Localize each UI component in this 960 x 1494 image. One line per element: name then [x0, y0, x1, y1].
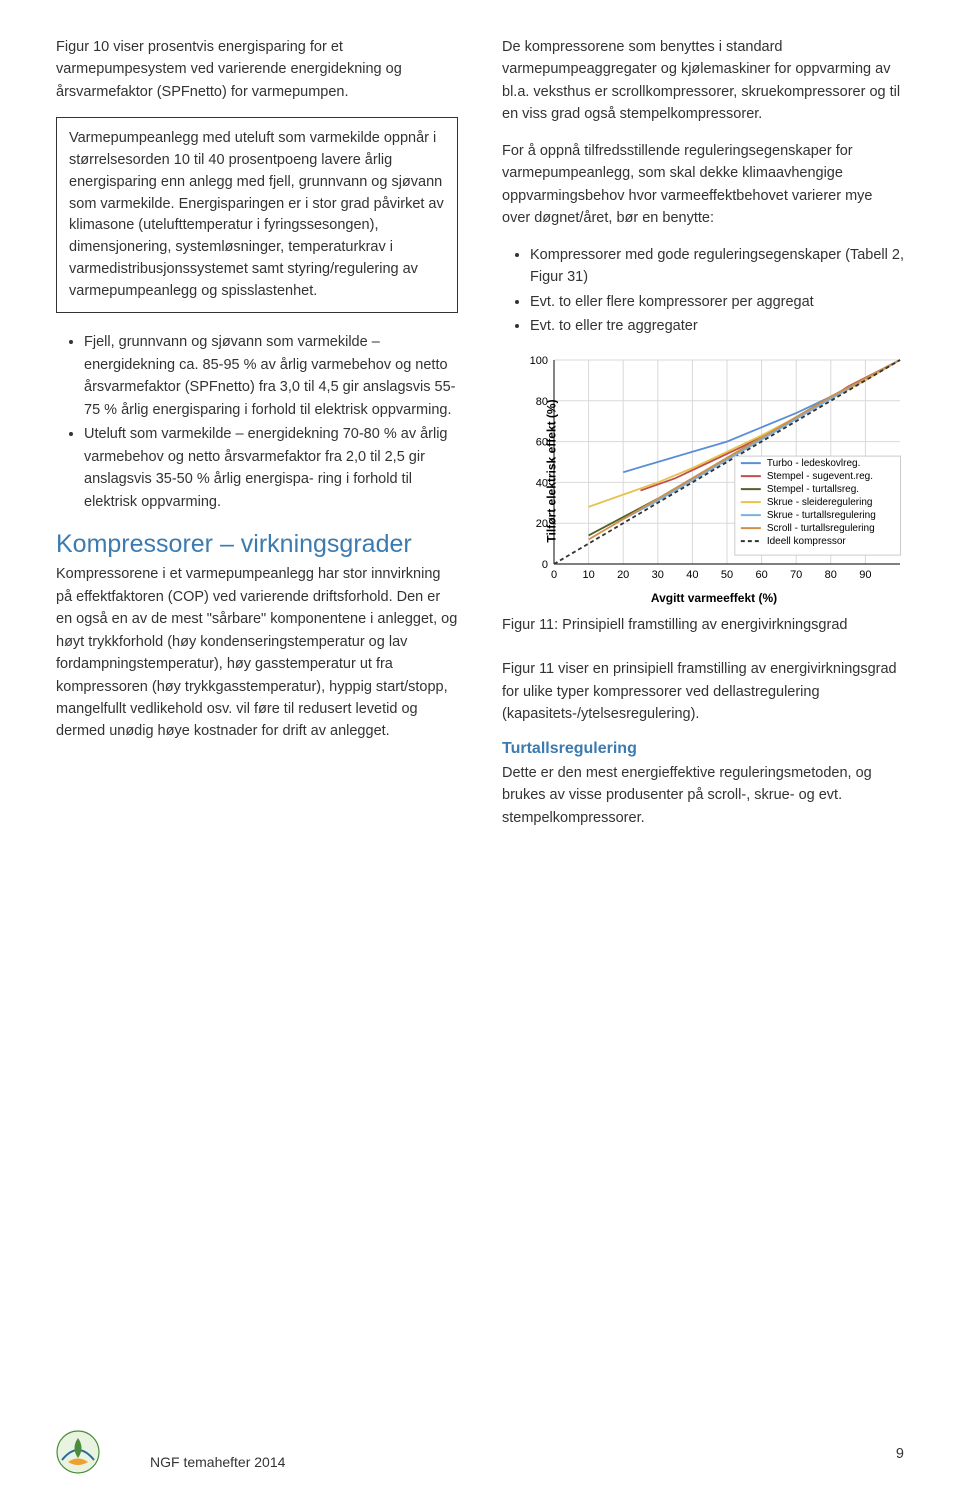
footer-text: NGF temahefter 2014: [100, 1454, 285, 1474]
box-text: Varmepumpeanlegg med uteluft som varmeki…: [69, 128, 445, 302]
intro-paragraph: Figur 10 viser prosentvis energisparing …: [56, 36, 458, 103]
page-footer: NGF temahefter 2014 9: [56, 1430, 904, 1474]
svg-text:0: 0: [542, 559, 548, 571]
right-p4: Dette er den mest energieffektive regule…: [502, 762, 904, 829]
svg-text:60: 60: [755, 569, 767, 581]
svg-text:Turbo - ledeskovlreg.: Turbo - ledeskovlreg.: [767, 458, 861, 469]
bullet-item: Uteluft som varmekilde – energidekning 7…: [84, 423, 458, 513]
right-p3: Figur 11 viser en prinsipiell framstilli…: [502, 658, 904, 725]
page-number: 9: [896, 1446, 904, 1474]
right-p1: De kompressorene som benyttes i standard…: [502, 36, 904, 126]
svg-text:Skrue - sleideregulering: Skrue - sleideregulering: [767, 497, 873, 508]
regulation-bullets: Kompressorer med gode reguleringsegenska…: [502, 244, 904, 338]
bullet-item: Evt. to eller tre aggregater: [530, 315, 904, 337]
svg-text:70: 70: [790, 569, 802, 581]
right-column: De kompressorene som benyttes i standard…: [502, 36, 904, 843]
svg-text:40: 40: [686, 569, 698, 581]
source-bullets: Fjell, grunnvann og sjøvann som varmekil…: [56, 331, 458, 513]
left-column: Figur 10 viser prosentvis energisparing …: [56, 36, 458, 843]
svg-text:Stempel - sugevent.reg.: Stempel - sugevent.reg.: [767, 471, 873, 482]
chart-y-axis-label: Tilført elektrisk effekt (%): [545, 399, 559, 542]
svg-text:80: 80: [825, 569, 837, 581]
svg-text:50: 50: [721, 569, 733, 581]
chart-x-axis-label: Avgitt varmeeffekt (%): [524, 591, 904, 605]
section-heading-compressors: Kompressorer – virkningsgrader: [56, 529, 458, 559]
ngf-logo-icon: [56, 1430, 100, 1474]
svg-text:10: 10: [582, 569, 594, 581]
efficiency-chart: Tilført elektrisk effekt (%) 0 10 20 30 40 50…: [502, 354, 904, 605]
svg-text:30: 30: [652, 569, 664, 581]
svg-text:Scroll - turtallsregulering: Scroll - turtallsregulering: [767, 523, 875, 534]
svg-text:90: 90: [859, 569, 871, 581]
bullet-item: Kompressorer med gode reguleringsegenska…: [530, 244, 904, 289]
svg-text:100: 100: [530, 355, 548, 367]
svg-text:0: 0: [551, 569, 557, 581]
svg-text:Stempel - turtallsreg.: Stempel - turtallsreg.: [767, 484, 859, 495]
svg-text:Ideell kompressor: Ideell kompressor: [767, 536, 847, 547]
compressors-paragraph: Kompressorene i et varmepumpeanlegg har …: [56, 563, 458, 743]
svg-text:20: 20: [617, 569, 629, 581]
subheading-turtall: Turtallsregulering: [502, 740, 904, 758]
bullet-item: Evt. to eller flere kompressorer per agg…: [530, 291, 904, 313]
right-p2: For å oppnå tilfredsstillende regulering…: [502, 140, 904, 230]
svg-text:Skrue - turtallsregulering: Skrue - turtallsregulering: [767, 510, 876, 521]
chart-svg: 0102030405060708090020406080100Turbo - l…: [524, 354, 904, 584]
figure-caption: Figur 11: Prinsipiell framstilling av en…: [502, 615, 904, 637]
highlight-box: Varmepumpeanlegg med uteluft som varmeki…: [56, 117, 458, 313]
bullet-item: Fjell, grunnvann og sjøvann som varmekil…: [84, 331, 458, 421]
